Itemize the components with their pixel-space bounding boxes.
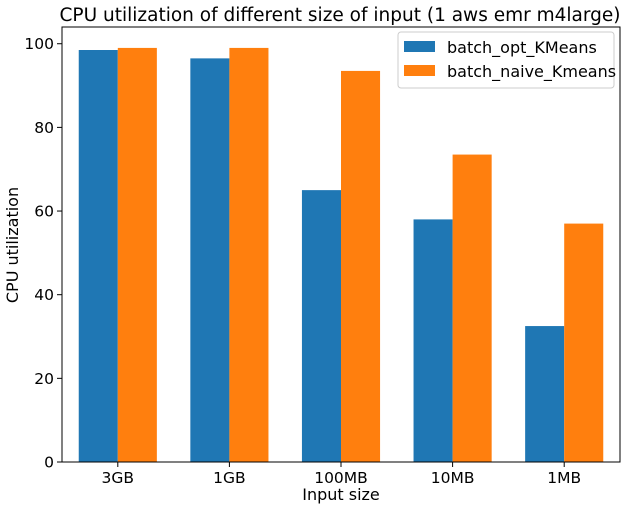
bar-batch-opt-kmeans-100mb: [301, 190, 341, 463]
y-tick-label: 20: [34, 370, 54, 388]
bar-batch-naive-kmeans-3gb: [117, 47, 157, 462]
bars-group: [78, 47, 604, 463]
y-tick-label: 0: [44, 454, 54, 472]
x-tick-label: 3GB: [102, 469, 135, 487]
legend: batch_opt_KMeans batch_naive_Kmeans: [397, 31, 616, 89]
x-tick-label: 100MB: [314, 469, 368, 487]
x-tick-label: 10MB: [431, 469, 475, 487]
bar-batch-opt-kmeans-1gb: [190, 58, 230, 463]
y-axis: 0 20 40 60 80 100: [24, 35, 62, 472]
legend-swatch-batch-naive-kmeans: [404, 65, 435, 76]
legend-box: [397, 31, 615, 89]
chart-title: CPU utilization of different size of inp…: [60, 5, 621, 26]
bar-batch-naive-kmeans-10mb: [452, 154, 492, 462]
y-tick-label: 100: [24, 35, 54, 53]
legend-swatch-batch-opt-kmeans: [404, 41, 435, 52]
bar-batch-naive-kmeans-1gb: [229, 47, 269, 462]
y-tick-label: 60: [34, 203, 54, 221]
y-tick-label: 40: [34, 286, 54, 304]
bar-batch-opt-kmeans-1mb: [525, 326, 565, 462]
x-axis-label: Input size: [302, 485, 380, 504]
x-tick-label: 1MB: [547, 469, 581, 487]
x-tick-label: 1GB: [213, 469, 246, 487]
bar-batch-naive-kmeans-100mb: [341, 70, 381, 463]
bar-batch-opt-kmeans-3gb: [78, 50, 118, 462]
y-axis-label: CPU utilization: [3, 187, 22, 303]
legend-label-batch-opt-kmeans: batch_opt_KMeans: [447, 38, 597, 58]
y-tick-label: 80: [34, 119, 54, 137]
bar-batch-opt-kmeans-10mb: [413, 219, 453, 462]
x-axis: 3GB 1GB 100MB 10MB 1MB: [102, 462, 581, 487]
bar-batch-naive-kmeans-1mb: [564, 223, 604, 462]
legend-label-batch-naive-kmeans: batch_naive_Kmeans: [447, 62, 616, 82]
